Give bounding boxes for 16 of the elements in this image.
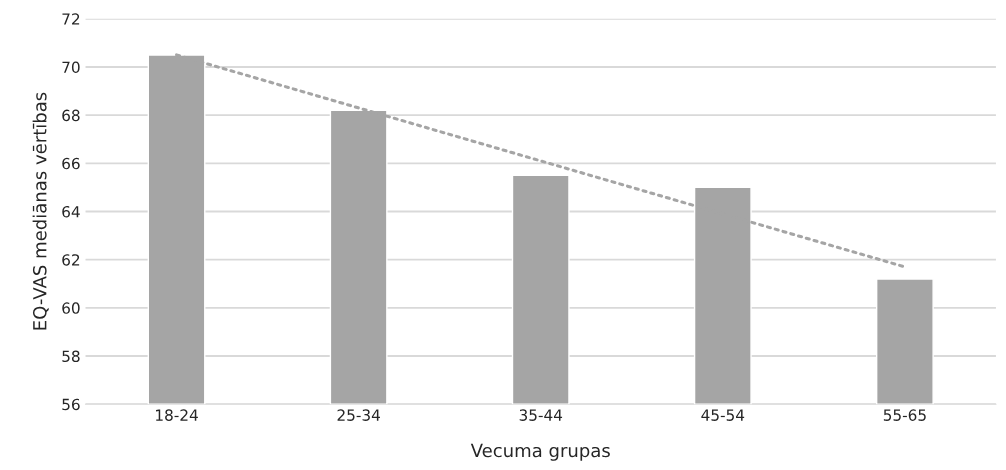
y-tick-label: 56: [62, 398, 80, 411]
y-tick-label: 66: [62, 157, 80, 170]
x-axis-title: Vecuma grupas: [470, 443, 610, 461]
x-tick-label: 18-24: [156, 409, 198, 421]
y-axis-title: EQ-VAS mediānas vērtības: [32, 92, 49, 330]
x-tick-label: 45-54: [701, 409, 745, 421]
y-tick-label: 64: [62, 205, 80, 218]
y-tick-label: 62: [62, 254, 80, 266]
y-tick-label: 72: [62, 13, 80, 25]
y-tick-label: 60: [62, 302, 80, 314]
x-tick-label: 35-44: [519, 409, 563, 421]
y-tick-label: 68: [62, 109, 80, 122]
y-tick-label: 58: [62, 350, 80, 363]
x-tick-label: 55-65: [883, 409, 926, 421]
y-tick-label: 70: [62, 61, 80, 73]
x-tick-label: 25-34: [337, 409, 380, 421]
